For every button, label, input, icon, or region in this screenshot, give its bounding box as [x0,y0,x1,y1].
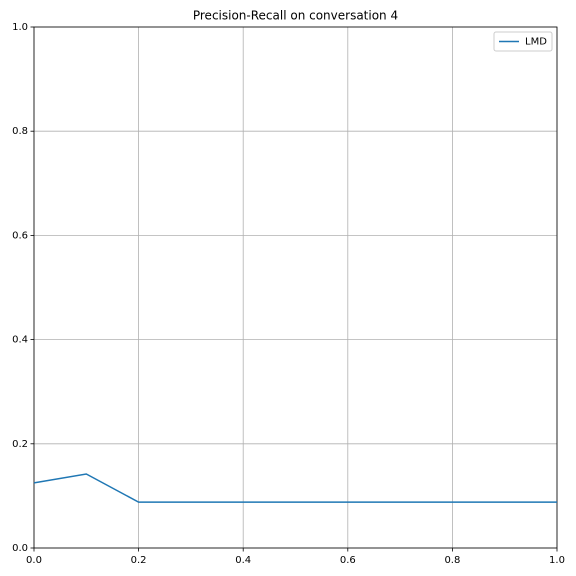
y-tick-label: 0.4 [12,335,28,346]
legend-label: LMD [525,37,547,48]
line-series [33,473,557,503]
y-tick-label: 0.8 [12,126,28,137]
plot-frame [33,26,558,549]
x-tick-label: 1.0 [549,555,565,566]
y-tick-label: 0.0 [12,543,28,554]
x-tick-label: 0.4 [235,555,251,566]
y-tick-label: 1.0 [12,22,28,33]
legend-box [493,31,553,52]
x-tick-label: 0.2 [131,555,147,566]
y-tick-label: 0.2 [12,439,28,450]
y-tick-label: 0.6 [12,230,28,241]
x-tick-label: 0.8 [444,555,460,566]
x-tick-label: 0.6 [340,555,356,566]
x-tick-label: 0.0 [26,555,42,566]
chart-title: Precision-Recall on conversation 4 [193,9,398,23]
